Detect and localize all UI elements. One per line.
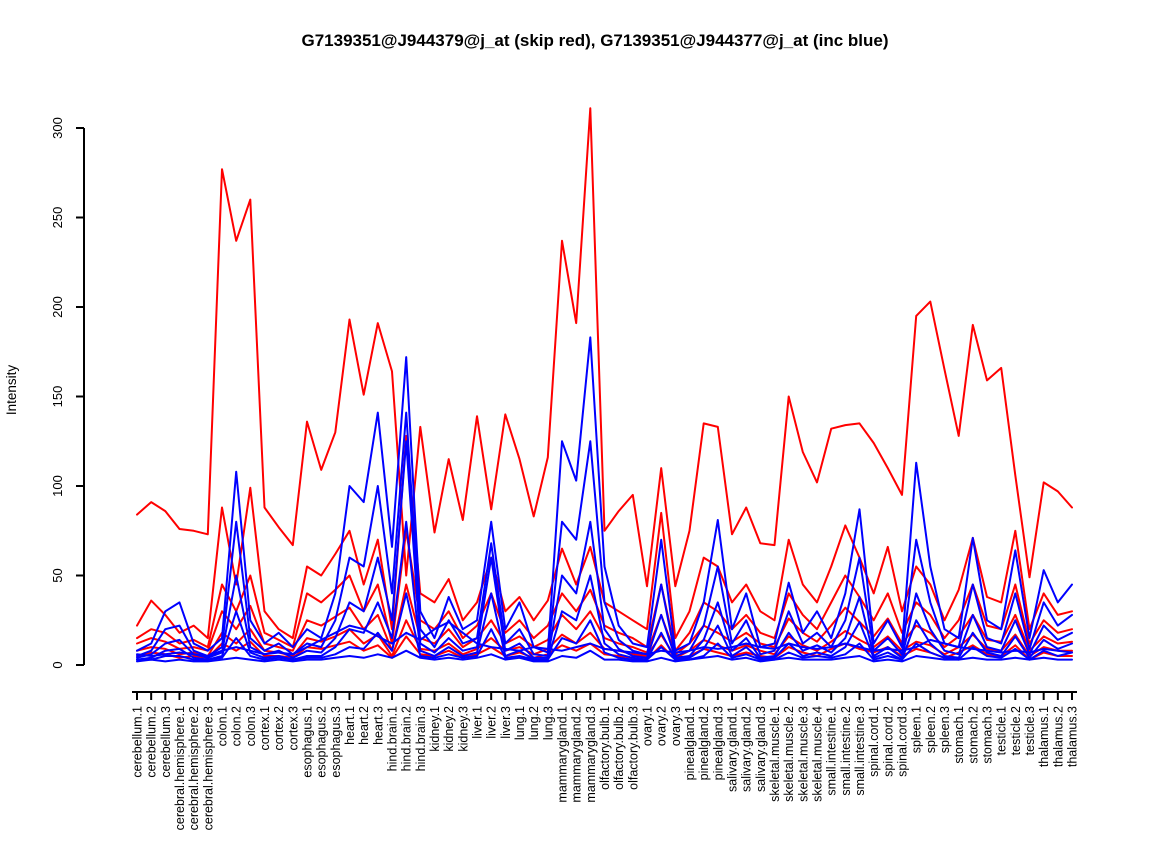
x-tick-label: testicle.3: [1023, 706, 1037, 755]
series-line-inc-probe-3: [136, 440, 1073, 659]
x-tick-label: colon.1: [216, 706, 230, 746]
x-tick-label: olfactory.bulb.2: [612, 706, 626, 790]
x-tick-label: skeletal.muscle.2: [782, 706, 796, 802]
x-tick-label: testicle.1: [995, 706, 1009, 755]
x-tick-label: testicle.2: [1009, 706, 1023, 755]
x-tick-label: hind.brain.1: [386, 706, 400, 771]
x-tick-label: spinal.cord.3: [896, 706, 910, 777]
x-tick-label: spleen.2: [924, 706, 938, 753]
x-tick-label: small.intestine.3: [853, 706, 867, 796]
series-line-inc-probe-1: [136, 336, 1073, 654]
x-tick-label: olfactory.bulb.3: [626, 706, 640, 790]
x-tick-label: heart.3: [371, 706, 385, 745]
x-tick-label: thalamus.3: [1066, 706, 1080, 767]
series-line-inc-probe-2: [136, 411, 1073, 657]
x-tick-label: mammarygland.1: [556, 706, 570, 803]
x-tick-label: small.intestine.1: [825, 706, 839, 796]
x-tick-label: skeletal.muscle.1: [768, 706, 782, 802]
x-tick-label: pinealgland.1: [683, 706, 697, 780]
x-tick-label: spleen.1: [910, 706, 924, 753]
x-tick-label: pinealgland.2: [697, 706, 711, 780]
x-tick-label: heart.2: [357, 706, 371, 745]
x-tick-label: ovary.1: [641, 706, 655, 746]
series-lines: [136, 107, 1073, 663]
y-tick-label: 200: [50, 296, 65, 318]
y-tick-label: 0: [50, 661, 65, 668]
series-line-skip-probe-4: [136, 583, 1073, 656]
x-tick-label: cerebellum.2: [145, 706, 159, 778]
x-tick-label: lung.3: [541, 706, 555, 740]
x-tick-label: esophagus.1: [301, 706, 315, 778]
y-tick-label: 250: [50, 207, 65, 229]
x-tick-label: salivary.gland.3: [754, 706, 768, 792]
x-tick-label: colon.2: [230, 706, 244, 746]
x-tick-label: kidney.3: [456, 706, 470, 752]
x-tick-label: mammarygland.3: [584, 706, 598, 803]
x-tick-label: mammarygland.2: [570, 706, 584, 803]
x-tick-label: esophagus.2: [315, 706, 329, 778]
y-tick-label: 150: [50, 386, 65, 408]
y-tick-label: 50: [50, 568, 65, 582]
x-tick-label: pinealgland.3: [711, 706, 725, 780]
x-tick-label: cerebral.hemisphere.1: [173, 706, 187, 830]
x-tick-label: cerebellum.3: [159, 706, 173, 778]
y-tick-label: 300: [50, 117, 65, 139]
x-tick-label: liver.2: [485, 706, 499, 739]
x-tick-label: hind.brain.2: [400, 706, 414, 771]
x-tick-label: thalamus.1: [1037, 706, 1051, 767]
x-tick-label: spinal.cord.1: [867, 706, 881, 777]
x-tick-label: colon.3: [244, 706, 258, 746]
series-line-inc-probe-5: [136, 592, 1073, 661]
x-tick-label: skeletal.muscle.4: [811, 706, 825, 802]
x-tick-label: lung.2: [527, 706, 541, 740]
x-tick-label: small.intestine.2: [839, 706, 853, 796]
x-tick-label: lung.1: [513, 706, 527, 740]
x-tick-label: liver.1: [471, 706, 485, 739]
x-tick-label: heart.1: [343, 706, 357, 745]
x-tick-label: olfactory.bulb.1: [598, 706, 612, 790]
x-tick-label: esophagus.3: [329, 706, 343, 778]
x-tick-label: salivary.gland.2: [740, 706, 754, 792]
series-line-inc-probe-6: [136, 621, 1073, 657]
series-line-skip-probe-1: [136, 107, 1073, 588]
x-tick-label: kidney.1: [428, 706, 442, 752]
x-tick-label: ovary.3: [669, 706, 683, 746]
y-tick-label: 100: [50, 475, 65, 497]
x-tick-label: stomach.1: [952, 706, 966, 764]
x-tick-label: liver.3: [499, 706, 513, 739]
x-tick-label: cerebellum.1: [131, 706, 145, 778]
x-tick-label: salivary.gland.1: [726, 706, 740, 792]
y-axis-title: Intensity: [4, 365, 19, 416]
x-tick-label: kidney.2: [442, 706, 456, 752]
x-tick-label: spleen.3: [938, 706, 952, 753]
x-tick-label: cortex.1: [258, 706, 272, 751]
x-tick-label: stomach.2: [966, 706, 980, 764]
x-tick-label: spinal.cord.2: [881, 706, 895, 777]
x-tick-label: stomach.3: [981, 706, 995, 764]
x-tick-label: skeletal.muscle.3: [796, 706, 810, 802]
chart-title: G7139351@J944379@j_at (skip red), G71393…: [301, 31, 888, 50]
x-tick-label: thalamus.2: [1051, 706, 1065, 767]
x-tick-label: cortex.3: [286, 706, 300, 751]
x-tick-label: cerebral.hemisphere.3: [201, 706, 215, 830]
x-tick-label: ovary.2: [655, 706, 669, 746]
x-tick-label: hind.brain.3: [414, 706, 428, 771]
x-tick-label: cortex.2: [272, 706, 286, 751]
x-tick-label: cerebral.hemisphere.2: [187, 706, 201, 830]
series-line-inc-probe-7: [136, 649, 1073, 663]
